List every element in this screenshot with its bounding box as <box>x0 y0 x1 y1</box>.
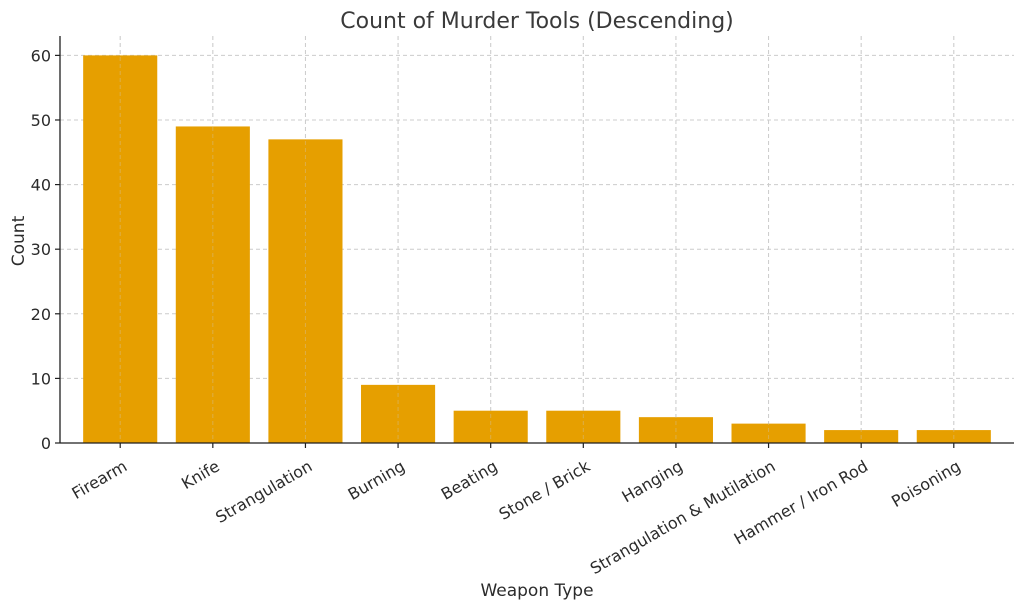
y-tick-label: 40 <box>31 176 51 195</box>
x-tick-label-stone-brick: Stone / Brick <box>496 456 594 524</box>
y-tick-label: 20 <box>31 305 51 324</box>
x-tick-label-burning: Burning <box>345 456 408 504</box>
y-tick-label: 60 <box>31 46 51 65</box>
x-tick-label-poisoning: Poisoning <box>888 456 964 511</box>
bar-strangulation-mutilation <box>731 423 806 443</box>
x-axis-label: Weapon Type <box>480 581 593 601</box>
y-tick-label: 0 <box>41 434 51 453</box>
bar-beating <box>453 410 528 443</box>
x-tick-label-firearm: Firearm <box>69 456 131 503</box>
bars-layer <box>83 36 991 443</box>
chart-title: Count of Murder Tools (Descending) <box>340 9 734 34</box>
y-tick-label: 10 <box>31 369 51 388</box>
x-tick-label-beating: Beating <box>438 456 501 503</box>
bar-knife <box>175 126 250 443</box>
bar-burning <box>361 384 436 443</box>
x-tick-label-knife: Knife <box>178 456 223 493</box>
y-axis-label: Count <box>9 215 29 266</box>
y-tick-label: 30 <box>31 240 51 259</box>
bar-firearm <box>83 55 158 443</box>
bar-hammer-iron-rod <box>824 430 899 443</box>
y-tick-label: 50 <box>31 111 51 130</box>
axes-layer <box>59 36 1014 444</box>
bar-stone-brick <box>546 410 621 443</box>
y-ticks-layer: 0 10 20 30 40 50 60 <box>31 46 60 453</box>
bar-hanging <box>638 417 713 443</box>
bar-poisoning <box>916 430 991 443</box>
x-tick-label-hanging: Hanging <box>619 456 686 506</box>
x-tick-label-strangulation: Strangulation <box>212 456 315 527</box>
bar-strangulation <box>268 139 343 443</box>
